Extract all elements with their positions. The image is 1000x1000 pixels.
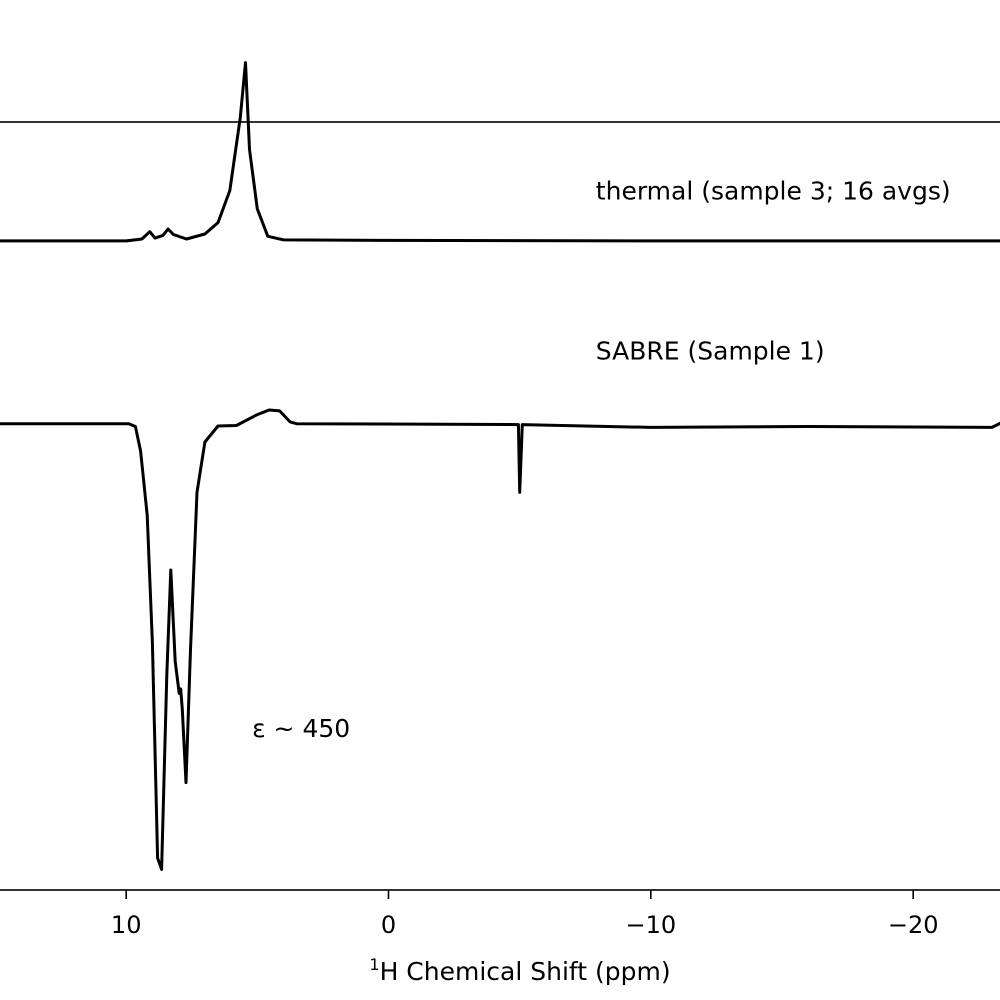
x-axis-label-text: H Chemical Shift (ppm) xyxy=(380,957,671,986)
x-axis-label: 1H Chemical Shift (ppm) xyxy=(369,955,670,986)
x-tick-label-2: −10 xyxy=(625,911,676,939)
x-tick-label-1: 0 xyxy=(381,911,396,939)
series-line-0 xyxy=(0,61,1000,243)
annotation-0: thermal (sample 3; 16 avgs) xyxy=(596,177,951,206)
axes-frame xyxy=(0,121,1000,891)
annotations-layer: thermal (sample 3; 16 avgs) SABRE (Sample… xyxy=(252,177,951,743)
x-axis-label-superscript: 1 xyxy=(369,955,379,974)
series-line-1 xyxy=(0,408,1000,871)
x-tick-label-0: 10 xyxy=(111,911,142,939)
annotation-2: ε ~ 450 xyxy=(252,714,350,743)
annotation-1: SABRE (Sample 1) xyxy=(596,337,825,366)
traces-layer xyxy=(0,61,1000,871)
x-tick-label-3: −20 xyxy=(888,911,939,939)
x-ticks: 10 0 −10 −20 xyxy=(111,890,939,939)
